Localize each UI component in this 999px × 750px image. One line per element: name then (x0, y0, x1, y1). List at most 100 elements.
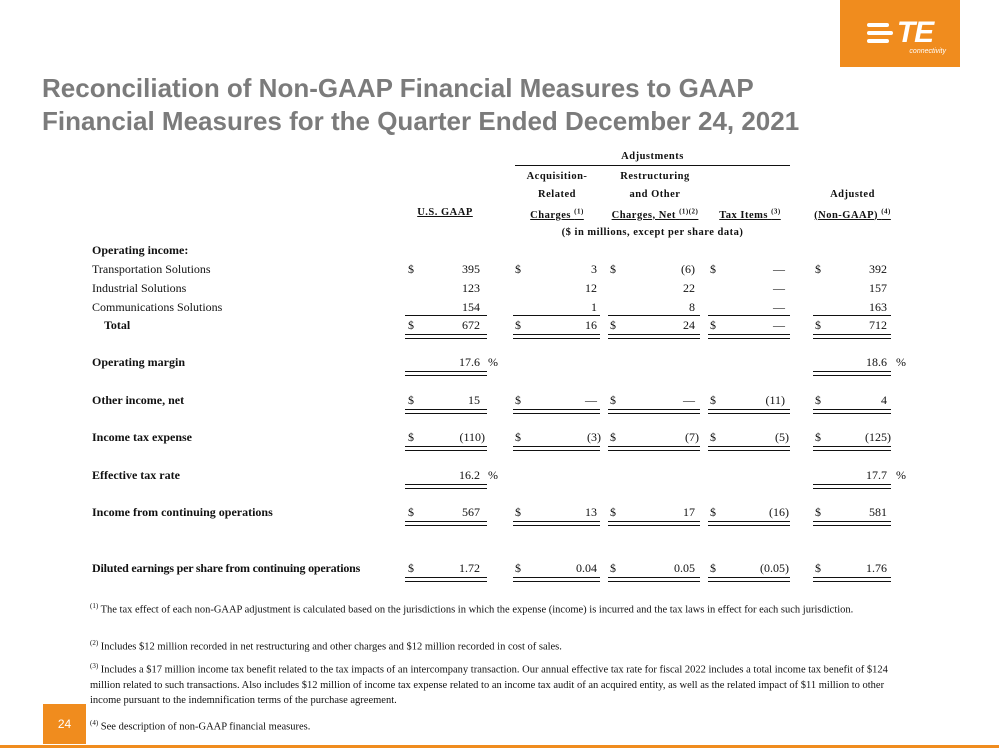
dollar-sign: $ (815, 561, 821, 575)
double-rule (405, 521, 487, 526)
bottom-accent-rule (0, 745, 999, 748)
footnote-3: (3) Includes a $17 million income tax be… (90, 662, 888, 706)
double-rule (813, 371, 891, 376)
dollar-sign: $ (408, 561, 414, 575)
subtotal-rule (608, 315, 700, 316)
header-restr-line3: Charges, Net (1)(2) (611, 207, 699, 221)
dollar-sign: $ (515, 561, 521, 575)
page-title: Reconciliation of Non-GAAP Financial Mea… (42, 72, 842, 138)
units-note: ($ in millions, except per share data) (561, 227, 744, 238)
row-label-operating-margin: Operating margin (92, 355, 185, 369)
row-label-total: Total (104, 318, 131, 332)
row-label-industrial: Industrial Solutions (92, 281, 187, 295)
row-label-diluted-eps: Diluted earnings per share from continui… (92, 561, 361, 575)
footnote-2: (2) Includes $12 million recorded in net… (90, 639, 562, 653)
percent-sign: % (896, 355, 906, 369)
cell-communications-tax: — (773, 300, 785, 314)
double-rule (405, 484, 487, 489)
cell-income-tax-restr: (7) (685, 430, 699, 444)
row-label-other-income: Other income, net (92, 393, 185, 407)
total-double-rule (813, 334, 891, 339)
footnote-1: (1) The tax effect of each non-GAAP adju… (90, 602, 854, 616)
dollar-sign: $ (710, 561, 716, 575)
subtotal-rule (708, 315, 790, 316)
cell-effective-tax-rate-adj: 17.7 (866, 468, 887, 482)
header-acq-line3: Charges (1) (530, 207, 584, 221)
cell-diluted-eps-tax: (0.05) (760, 561, 789, 575)
header-tax: Tax Items (3) (719, 207, 781, 221)
logo-text: TE (896, 15, 934, 49)
cell-income-cont-ops-adj: 581 (869, 505, 887, 519)
dollar-sign: $ (408, 505, 414, 519)
double-rule (708, 577, 790, 582)
section-operating-income: Operating income: (92, 243, 189, 257)
cell-total-gaap: 672 (462, 318, 480, 332)
cell-income-tax-tax: (5) (775, 430, 789, 444)
total-double-rule (608, 334, 700, 339)
cell-effective-tax-rate-gaap: 16.2 (459, 468, 480, 482)
cell-operating-margin-gaap: 17.6 (459, 355, 480, 369)
dollar-sign: $ (408, 430, 414, 444)
total-double-rule (708, 334, 790, 339)
row-label-effective-tax-rate: Effective tax rate (92, 468, 180, 482)
double-rule (708, 446, 790, 451)
cell-income-cont-ops-tax: (16) (769, 505, 789, 519)
dollar-sign: $ (710, 393, 716, 407)
double-rule (405, 577, 487, 582)
double-rule (608, 409, 700, 414)
cell-income-tax-acq: (3) (587, 430, 601, 444)
cell-communications-acq: 1 (591, 300, 597, 314)
dollar-sign: $ (515, 505, 521, 519)
cell-diluted-eps-restr: 0.05 (674, 561, 695, 575)
dollar-sign: $ (710, 430, 716, 444)
title-line-2: Financial Measures for the Quarter Ended… (42, 106, 800, 136)
cell-diluted-eps-acq: 0.04 (576, 561, 597, 575)
cell-transportation-restr: (6) (681, 262, 695, 276)
dollar-sign: $ (815, 505, 821, 519)
dollar-sign: $ (515, 318, 521, 332)
header-adj-line1: Adjusted (830, 189, 875, 200)
cell-industrial-acq: 12 (585, 281, 597, 295)
cell-operating-margin-adj: 18.6 (866, 355, 887, 369)
double-rule (405, 371, 487, 376)
dollar-sign: $ (815, 393, 821, 407)
percent-sign: % (896, 468, 906, 482)
cell-total-adj: 712 (869, 318, 887, 332)
subtotal-rule (513, 315, 600, 316)
cell-communications-restr: 8 (689, 300, 695, 314)
cell-communications-gaap: 154 (462, 300, 480, 314)
cell-income-cont-ops-acq: 13 (585, 505, 597, 519)
double-rule (813, 521, 891, 526)
cell-other-income-tax: (11) (765, 393, 785, 407)
cell-transportation-adj: 392 (869, 262, 887, 276)
double-rule (813, 577, 891, 582)
dollar-sign: $ (610, 561, 616, 575)
dollar-sign: $ (710, 318, 716, 332)
cell-income-tax-adj: (125) (865, 430, 891, 444)
header-acq-line1: Acquisition- (526, 171, 588, 182)
dollar-sign: $ (408, 318, 414, 332)
dollar-sign: $ (408, 393, 414, 407)
dollar-sign: $ (515, 262, 521, 276)
cell-income-cont-ops-restr: 17 (683, 505, 695, 519)
cell-transportation-acq: 3 (591, 262, 597, 276)
header-adj-line2: (Non-GAAP) (4) (814, 207, 891, 221)
reconciliation-table: Adjustments Acquisition- Related Charges… (92, 151, 906, 582)
cell-income-cont-ops-gaap: 567 (462, 505, 480, 519)
row-label-income-tax: Income tax expense (92, 430, 192, 444)
cell-industrial-adj: 157 (869, 281, 887, 295)
cell-other-income-gaap: 15 (468, 393, 480, 407)
double-rule (708, 409, 790, 414)
dollar-sign: $ (515, 393, 521, 407)
cell-diluted-eps-adj: 1.76 (866, 561, 887, 575)
cell-total-tax: — (773, 318, 785, 332)
double-rule (405, 446, 487, 451)
total-double-rule (405, 334, 487, 339)
dollar-sign: $ (610, 430, 616, 444)
logo-subtext: connectivity (909, 47, 946, 55)
double-rule (608, 521, 700, 526)
dollar-sign: $ (515, 430, 521, 444)
double-rule (608, 577, 700, 582)
cell-communications-adj: 163 (869, 300, 887, 314)
row-label-transportation: Transportation Solutions (92, 262, 211, 276)
